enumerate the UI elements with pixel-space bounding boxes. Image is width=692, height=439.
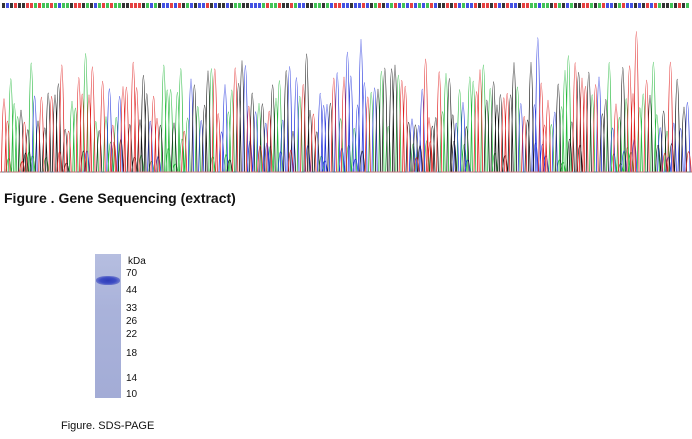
marker-18: 18 <box>126 348 138 359</box>
marker-22: 22 <box>126 329 138 340</box>
marker-44: 44 <box>126 285 138 296</box>
base-call-strip <box>2 3 689 8</box>
sequencing-chromatogram <box>0 3 692 173</box>
kda-unit-label: kDa <box>128 256 146 267</box>
marker-10: 10 <box>126 389 138 400</box>
figure-caption-gene-sequencing: Figure . Gene Sequencing (extract) <box>4 190 236 206</box>
protein-band <box>96 276 120 285</box>
marker-14: 14 <box>126 373 138 384</box>
figure-caption-sds-page: Figure. SDS-PAGE <box>61 420 155 432</box>
trace-g <box>0 53 692 173</box>
marker-26: 26 <box>126 316 138 327</box>
marker-33: 33 <box>126 303 138 314</box>
marker-70: 70 <box>126 268 138 279</box>
